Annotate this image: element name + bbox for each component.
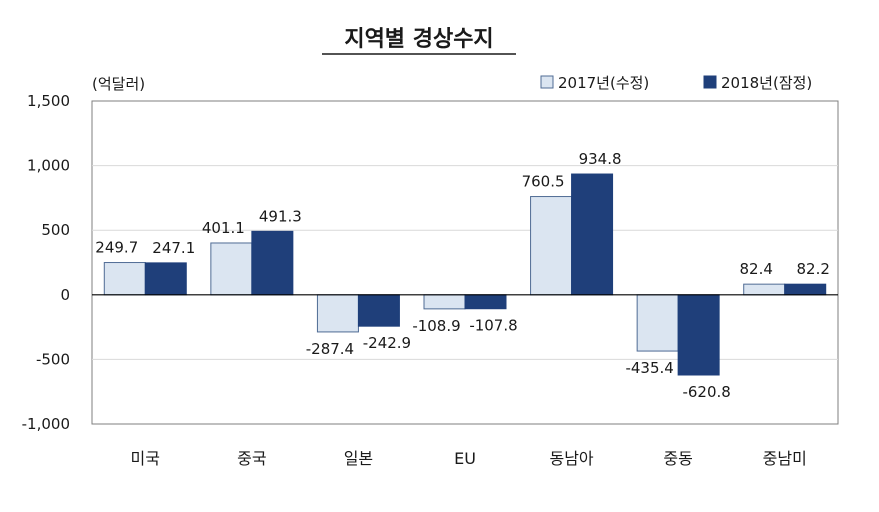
bar-series1-3	[423, 294, 466, 310]
data-label: 491.3	[259, 207, 302, 225]
y-tick-label: -500	[36, 350, 70, 368]
x-category-label: 중동	[663, 449, 692, 468]
bar-series2-5	[677, 294, 720, 376]
plot-frame	[91, 100, 839, 425]
y-tick-label: 1,000	[27, 157, 70, 175]
x-category-label: 중남미	[763, 449, 807, 468]
bar-series1-2	[316, 294, 359, 333]
bar-series2-3	[464, 294, 507, 310]
unit-label: (억달러)	[92, 75, 145, 93]
y-tick-label: 1,500	[27, 92, 70, 110]
data-label: -242.9	[363, 334, 411, 352]
bar-series1-5	[636, 294, 679, 352]
legend: 2017년(수정) 2018년(잠정)	[540, 74, 812, 92]
bar-series2-1	[251, 230, 294, 296]
legend-swatch-2	[703, 75, 717, 89]
data-label: -108.9	[412, 317, 460, 335]
legend-label-1: 2017년(수정)	[558, 74, 649, 92]
chart-title: 지역별 경상수지	[344, 27, 493, 52]
data-label: 249.7	[95, 239, 138, 257]
bar-series2-6	[784, 283, 827, 296]
x-category-label: EU	[454, 449, 476, 468]
y-tick-label: 0	[60, 286, 70, 304]
bar-series2-2	[357, 294, 400, 327]
bar-series1-4	[530, 196, 573, 296]
data-label: -287.4	[306, 340, 354, 358]
data-label: 82.4	[740, 260, 773, 278]
data-label: 934.8	[579, 150, 622, 168]
x-category-label: 동남아	[549, 449, 593, 468]
data-label: -435.4	[625, 359, 673, 377]
bar-series1-6	[743, 283, 786, 296]
bar-series1-0	[103, 262, 146, 296]
x-category-label: 미국	[131, 449, 160, 468]
x-category-label: 중국	[237, 449, 266, 468]
bar-series2-4	[571, 173, 614, 296]
data-label: -620.8	[682, 383, 730, 401]
plot-area: 1,500 1,000 500 0 -500 -1,000 249.7 247.1 미국 401.…	[22, 92, 839, 468]
bar-series2-0	[144, 262, 187, 296]
y-tick-label: 500	[41, 221, 70, 239]
y-tick-label: -1,000	[22, 415, 70, 433]
data-label: 247.1	[152, 239, 195, 257]
x-category-label: 일본	[344, 449, 373, 468]
data-label: -107.8	[469, 317, 517, 335]
data-label: 760.5	[522, 173, 565, 191]
data-label: 401.1	[202, 219, 245, 237]
data-label: 82.2	[797, 260, 830, 278]
legend-swatch-1	[540, 75, 554, 89]
legend-label-2: 2018년(잠정)	[721, 74, 812, 92]
bar-series1-1	[210, 242, 253, 296]
